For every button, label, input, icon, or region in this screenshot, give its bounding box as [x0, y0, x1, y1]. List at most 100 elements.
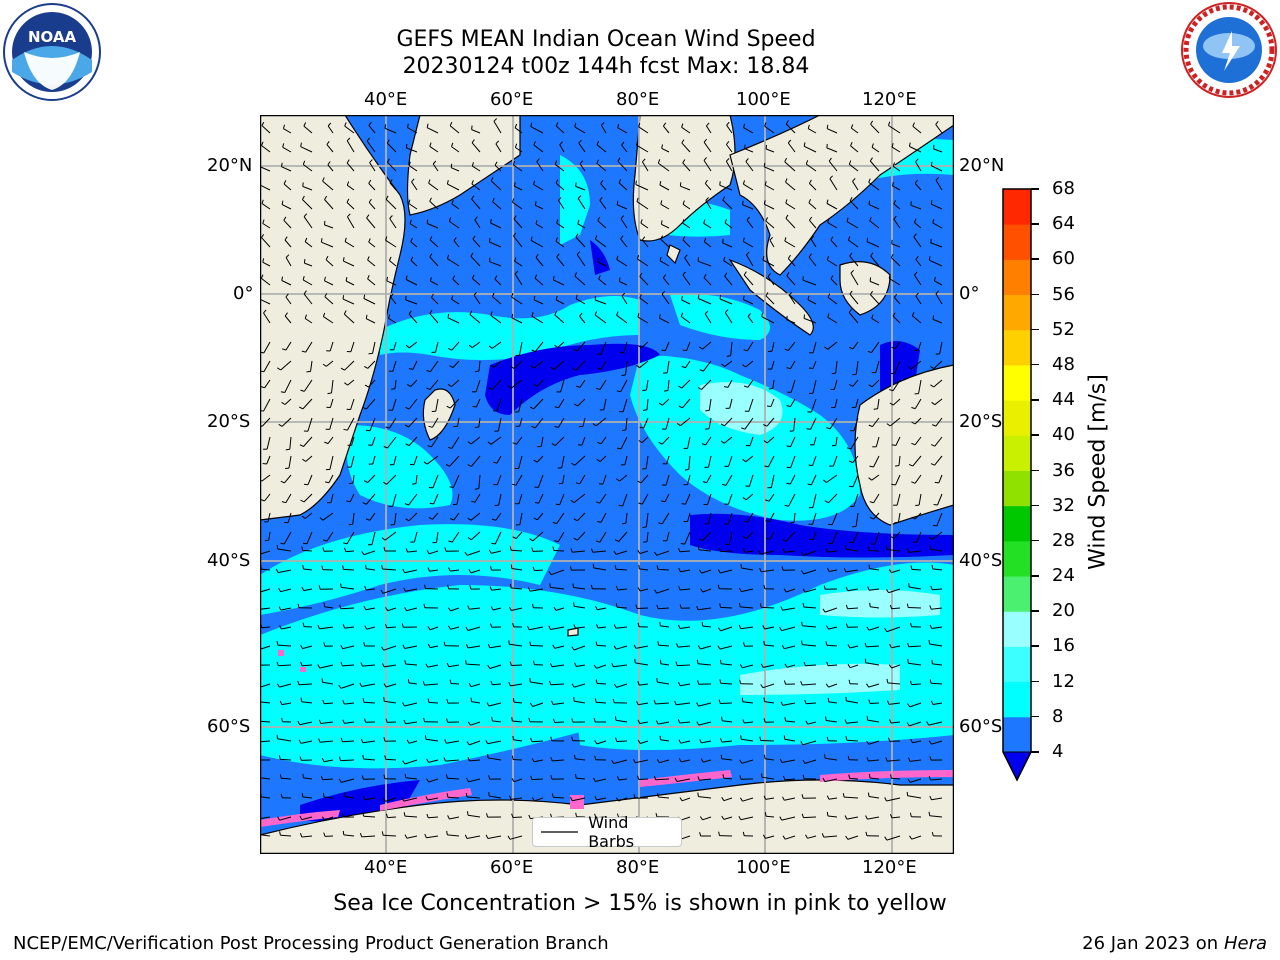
wind-barb-flag [301, 586, 305, 591]
wind-barb [301, 701, 313, 704]
wind-barb-flag [784, 663, 788, 668]
wind-barb [617, 606, 628, 609]
wind-barb [676, 778, 691, 782]
wind-barb-flag [719, 679, 722, 684]
wind-barb-flag [845, 736, 848, 741]
wind-barb [724, 360, 733, 367]
wind-barb [574, 700, 586, 704]
wind-barb [303, 379, 313, 392]
wind-barb-flag [528, 814, 531, 819]
wind-barb [723, 436, 733, 444]
wind-barb [451, 203, 460, 210]
svg-text:NOAA: NOAA [28, 28, 77, 46]
wind-barb-flag [637, 480, 642, 484]
wind-barb-flag [556, 219, 559, 224]
wind-barb [511, 568, 523, 571]
wind-barb [745, 254, 754, 267]
wind-barb-flag [298, 739, 302, 744]
wind-barb [469, 759, 481, 762]
wind-barb [490, 180, 502, 191]
wind-barb [808, 128, 817, 134]
wind-barb-flag [723, 256, 726, 261]
wind-barb-flag [277, 816, 281, 821]
wind-barb [426, 455, 439, 465]
wind-barb-flag [472, 405, 477, 408]
wind-barb [514, 260, 523, 267]
wind-barb-flag [511, 778, 515, 782]
wind-barb [488, 702, 502, 707]
wind-barb-flag [696, 605, 699, 610]
wind-barb-flag [697, 776, 700, 781]
wind-barb [637, 316, 649, 324]
wind-barb-flag [635, 180, 637, 185]
wind-barb [494, 164, 502, 172]
wind-barb [868, 796, 880, 799]
wind-barb-flag [346, 500, 351, 503]
wind-barb-flag [429, 253, 433, 258]
wind-barb-flag [512, 442, 517, 445]
wind-barb-flag [277, 367, 281, 371]
wind-barb [660, 203, 670, 210]
wind-barb-flag [467, 537, 472, 541]
wind-barb [324, 296, 334, 305]
wind-barb-flag [368, 121, 372, 126]
wind-barb [657, 681, 670, 685]
wind-barb-flag [327, 161, 331, 166]
wind-barb-flag [491, 518, 496, 521]
wind-barb [404, 702, 418, 707]
wind-barb-flag [596, 159, 599, 164]
wind-barb [531, 740, 544, 743]
wind-barb [327, 164, 334, 172]
wind-barb-flag [443, 641, 446, 646]
colorbar-tick-mark [1031, 223, 1039, 225]
wind-barb-flag [765, 217, 769, 222]
wind-barb [660, 625, 670, 628]
wind-barb [784, 797, 796, 801]
wind-barb-flag [934, 481, 939, 484]
wind-barb-flag [594, 796, 598, 801]
wind-barb-flag [468, 569, 472, 574]
wind-barb [513, 759, 523, 761]
wind-barb-flag [826, 124, 829, 129]
wind-barb-flag [907, 366, 912, 370]
wind-barb [592, 550, 607, 553]
wind-barb [660, 739, 670, 742]
wind-barb-flag [404, 834, 408, 839]
wind-barb-flag [573, 348, 578, 352]
wind-barb-flag [885, 545, 888, 550]
wind-barb-flag [548, 625, 551, 630]
wind-barb [387, 436, 397, 449]
wind-barb [890, 721, 901, 724]
wind-barb [573, 493, 586, 503]
wind-barb [405, 588, 418, 592]
wind-barb-flag [362, 502, 367, 505]
wind-barb-flag [344, 547, 347, 552]
wind-barb-flag [616, 478, 620, 482]
wind-barb-flag [385, 195, 389, 200]
wind-barb [329, 417, 334, 430]
wind-barb [867, 816, 880, 820]
wind-barb-flag [575, 812, 577, 817]
wind-barb [803, 550, 817, 556]
wind-barb-flag [743, 349, 748, 352]
wind-barb [369, 417, 376, 431]
wind-barb [392, 493, 397, 507]
wind-barb [595, 778, 607, 782]
wind-barb-flag [928, 740, 932, 745]
wind-barb [802, 279, 817, 286]
wind-barb [382, 588, 397, 594]
wind-barb-flag [302, 565, 304, 570]
wind-barb [388, 317, 397, 324]
wind-barb [656, 550, 670, 556]
wind-barb-flag [636, 700, 639, 706]
wind-barb-flag [467, 721, 471, 726]
wind-barb-flag [575, 482, 580, 485]
wind-barb [340, 683, 355, 689]
wind-barb [365, 398, 376, 410]
wind-barb [835, 360, 838, 374]
wind-barb-flag [283, 180, 287, 185]
wind-barb-flag [826, 427, 831, 430]
wind-barb-flag [831, 372, 836, 375]
wind-barb [890, 257, 901, 267]
wind-barb-flag [679, 797, 683, 802]
